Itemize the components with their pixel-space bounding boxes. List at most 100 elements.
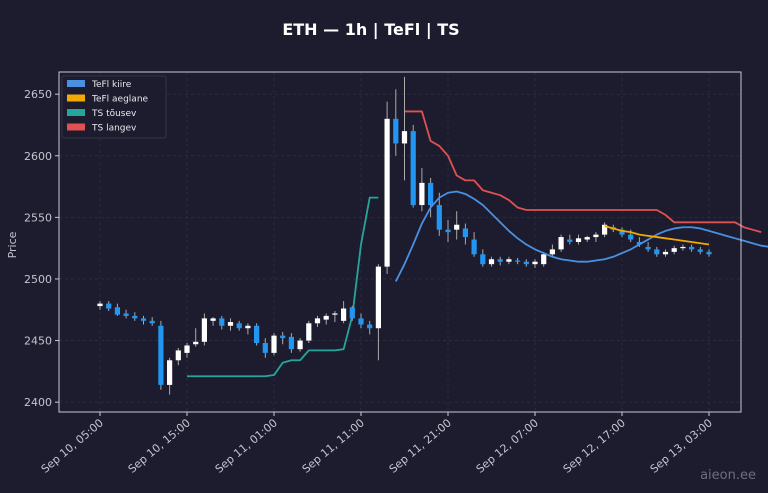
candle-body: [167, 360, 173, 385]
x-ticks: Sep 10, 05:00 Sep 10, 15:00 Sep 11, 01:00 S…: [39, 412, 715, 476]
candle-body: [227, 322, 234, 326]
y-ticks: 2400 2450 2500 2550 2600 2650: [24, 88, 59, 409]
candle-body: [201, 318, 207, 342]
candle-body: [706, 251, 712, 255]
candle-body: [567, 239, 573, 242]
x-tick-label: Sep 11, 21:00: [387, 416, 454, 475]
legend-label: TeFl aeglane: [91, 95, 149, 105]
candle-body: [689, 246, 695, 250]
y-tick-label: 2550: [24, 211, 52, 224]
candle-body: [184, 345, 190, 353]
candle-body: [445, 229, 451, 233]
candle-body: [114, 307, 120, 315]
x-tick-label: Sep 10, 15:00: [126, 416, 193, 475]
candle-body: [636, 242, 642, 245]
candle-body: [628, 234, 634, 240]
candle-body: [488, 259, 495, 265]
ts-lines: [187, 110, 762, 378]
x-tick-label: Sep 12, 17:00: [561, 416, 628, 475]
candle-body: [697, 249, 703, 252]
y-tick-label: 2400: [24, 396, 52, 409]
legend-label: TS tõusev: [91, 109, 137, 119]
candle-body: [645, 246, 651, 250]
x-tick-label: Sep 10, 05:00: [39, 416, 106, 475]
candle-body: [419, 182, 425, 206]
candle-body: [471, 239, 477, 255]
x-tick-label: Sep 11, 11:00: [300, 416, 367, 475]
candle-body: [602, 224, 608, 235]
candle-body: [288, 336, 294, 350]
candle-body: [506, 259, 512, 262]
candle-body: [662, 251, 669, 255]
legend: TeFl kiire TeFl aeglane TS tõusev TS langev: [61, 75, 167, 139]
legend-label: TeFl kiire: [91, 80, 132, 90]
candle-body: [401, 131, 408, 144]
candle-body: [236, 323, 242, 329]
candle-body: [367, 324, 373, 329]
y-axis-label: Price: [6, 231, 19, 258]
candle-body: [375, 266, 381, 329]
candle-body: [149, 320, 155, 324]
candle-body: [132, 315, 138, 319]
candle-body: [515, 260, 521, 262]
candle-body: [210, 318, 216, 321]
candle-body: [532, 261, 538, 265]
candle-body: [654, 249, 660, 255]
candle-body: [558, 237, 564, 250]
series-line-1: [604, 225, 710, 246]
x-tick-label: Sep 11, 01:00: [213, 416, 280, 475]
candle-body: [462, 228, 468, 238]
candle-body: [593, 234, 599, 238]
candle-body: [193, 341, 199, 345]
watermark: aieon.ee: [700, 468, 756, 483]
series-line-0: [394, 190, 768, 282]
candle-body: [158, 325, 164, 385]
tefl-lines: [394, 190, 768, 282]
candle-body: [480, 254, 486, 265]
series-line-3: [404, 110, 762, 234]
candle-body: [106, 303, 112, 309]
x-tick-label: Sep 13, 03:00: [648, 416, 715, 475]
legend-box: [61, 75, 167, 139]
y-tick-label: 2450: [24, 335, 52, 348]
legend-swatch: [67, 123, 85, 131]
candle-body: [245, 325, 251, 329]
candle-body: [306, 323, 312, 341]
legend-label: TS langev: [91, 124, 137, 134]
candle-body: [410, 131, 416, 206]
plot-frame: [58, 71, 742, 413]
candle-body: [523, 261, 529, 265]
candle-body: [680, 246, 686, 249]
y-tick-label: 2600: [24, 150, 52, 163]
candle-body: [671, 248, 677, 252]
candle-body: [428, 182, 434, 206]
candle-body: [271, 335, 277, 353]
y-tick-label: 2500: [24, 273, 52, 286]
candle-body: [349, 307, 355, 319]
x-tick-label: Sep 12, 07:00: [474, 416, 541, 475]
candle-body: [341, 308, 347, 321]
candle-body: [575, 238, 582, 242]
candle-body: [280, 335, 286, 339]
candle-body: [140, 318, 147, 321]
candle-body: [97, 303, 103, 307]
candle-body: [262, 343, 268, 353]
candle-body: [454, 224, 460, 230]
candle-body: [358, 318, 364, 325]
candle-body: [584, 237, 590, 240]
candle-body: [123, 313, 129, 316]
y-tick-label: 2650: [24, 88, 52, 101]
candle-body: [549, 249, 555, 255]
candle-body: [314, 318, 321, 324]
candle-body: [384, 118, 390, 267]
legend-swatch: [67, 80, 85, 87]
candle-body: [332, 313, 338, 315]
legend-swatch: [67, 94, 85, 102]
candle-body: [541, 254, 547, 265]
candle-body: [497, 259, 503, 262]
candle-body: [323, 315, 329, 320]
candle-body: [297, 340, 303, 350]
series-line-2: [187, 196, 379, 378]
candles: [97, 76, 712, 395]
